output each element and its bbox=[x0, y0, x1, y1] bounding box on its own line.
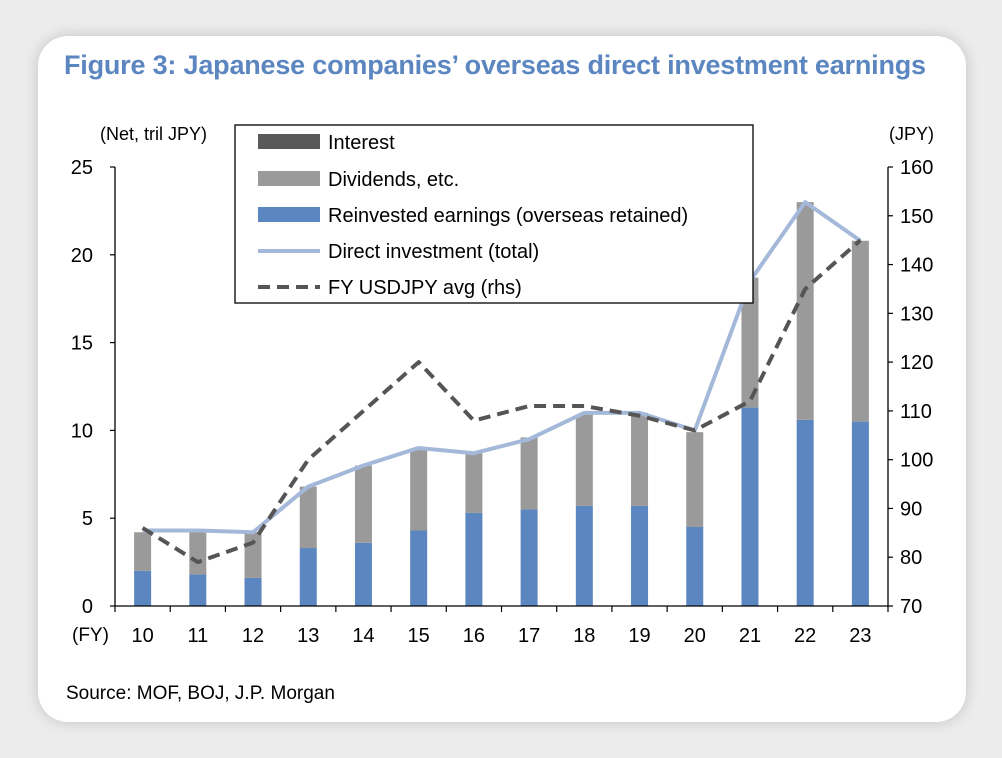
left-tick-label-20: 20 bbox=[71, 245, 93, 267]
bar-dividends-15 bbox=[410, 449, 428, 531]
bar-dividends-14 bbox=[354, 465, 372, 543]
left-tick-label-5: 5 bbox=[82, 508, 93, 530]
x-tick-label-21: 21 bbox=[739, 625, 761, 647]
bar-dividends-19 bbox=[631, 412, 649, 506]
bars-layer bbox=[134, 202, 869, 606]
left-tick-label-10: 10 bbox=[71, 420, 93, 442]
source-note: Source: MOF, BOJ, J.P. Morgan bbox=[66, 683, 335, 704]
right-tick-label-150: 150 bbox=[900, 206, 933, 228]
legend: Interest Dividends, etc. Reinvested earn… bbox=[234, 124, 754, 304]
right-tick-label-130: 130 bbox=[900, 303, 933, 325]
right-tick-label-160: 160 bbox=[900, 157, 933, 179]
left-tick-label-0: 0 bbox=[82, 596, 93, 618]
lines-layer bbox=[141, 200, 862, 565]
left-tick-label-15: 15 bbox=[71, 333, 93, 355]
legend-swatch-reinvested bbox=[258, 207, 320, 222]
x-tick-label-17: 17 bbox=[518, 625, 540, 647]
bar-reinvested-11 bbox=[189, 574, 207, 606]
bar-reinvested-22 bbox=[796, 419, 814, 606]
right-tick-label-80: 80 bbox=[900, 547, 922, 569]
right-tick-label-120: 120 bbox=[900, 352, 933, 374]
x-tick-label-15: 15 bbox=[408, 625, 430, 647]
legend-label-usdjpy: FY USDJPY avg (rhs) bbox=[328, 277, 522, 299]
right-axis-label: (JPY) bbox=[889, 124, 934, 144]
x-tick-label-12: 12 bbox=[242, 625, 264, 647]
legend-label-dividends: Dividends, etc. bbox=[328, 169, 459, 191]
left-tick-label-25: 25 bbox=[71, 157, 93, 179]
bar-reinvested-17 bbox=[520, 509, 538, 606]
x-tick-label-13: 13 bbox=[297, 625, 319, 647]
x-tick-label-23: 23 bbox=[849, 625, 871, 647]
bar-dividends-23 bbox=[851, 240, 869, 422]
right-tick-label-90: 90 bbox=[900, 498, 922, 520]
right-tick-label-100: 100 bbox=[900, 450, 933, 472]
right-tick-label-70: 70 bbox=[900, 596, 922, 618]
bar-reinvested-14 bbox=[354, 542, 372, 606]
bar-dividends-10 bbox=[134, 532, 152, 571]
left-axis-label: (Net, tril JPY) bbox=[100, 124, 207, 144]
ticks-layer: 0 5 10 15 20 25 70 80 90 100 110 120 130 140 150 160 10 1… bbox=[71, 157, 934, 647]
x-tick-label-10: 10 bbox=[131, 625, 153, 647]
bar-reinvested-12 bbox=[244, 577, 262, 606]
bar-reinvested-10 bbox=[134, 570, 152, 606]
x-tick-label-20: 20 bbox=[684, 625, 706, 647]
bar-dividends-17 bbox=[520, 437, 538, 510]
bar-reinvested-20 bbox=[686, 526, 704, 606]
bar-dividends-18 bbox=[575, 414, 593, 506]
x-axis-prefix: (FY) bbox=[72, 625, 109, 646]
bar-reinvested-21 bbox=[741, 407, 759, 606]
bar-reinvested-16 bbox=[465, 512, 483, 606]
bar-reinvested-13 bbox=[299, 548, 317, 606]
bar-dividends-21 bbox=[741, 277, 759, 408]
legend-swatch-dividends bbox=[258, 171, 320, 186]
legend-box bbox=[234, 124, 754, 304]
line-direct-investment bbox=[142, 200, 862, 535]
right-tick-label-110: 110 bbox=[900, 401, 932, 423]
bar-dividends-12 bbox=[244, 532, 262, 578]
x-tick-label-22: 22 bbox=[794, 625, 816, 647]
x-tick-label-18: 18 bbox=[573, 625, 595, 647]
bar-dividends-11 bbox=[189, 532, 207, 575]
legend-label-direct: Direct investment (total) bbox=[328, 241, 539, 263]
bar-dividends-22 bbox=[796, 202, 814, 420]
legend-swatch-interest bbox=[258, 134, 320, 149]
bar-reinvested-23 bbox=[851, 421, 869, 606]
legend-label-interest: Interest bbox=[328, 132, 395, 154]
bar-dividends-13 bbox=[299, 486, 317, 549]
bar-dividends-20 bbox=[686, 432, 704, 527]
x-tick-label-11: 11 bbox=[187, 625, 208, 647]
x-tick-label-19: 19 bbox=[628, 625, 650, 647]
bar-reinvested-15 bbox=[410, 530, 428, 606]
legend-label-reinvested: Reinvested earnings (overseas retained) bbox=[328, 205, 688, 227]
chart-title: Figure 3: Japanese companies’ overseas d… bbox=[64, 50, 926, 80]
x-tick-label-14: 14 bbox=[352, 625, 374, 647]
bar-reinvested-19 bbox=[631, 505, 649, 606]
bar-reinvested-18 bbox=[575, 505, 593, 606]
line-usdjpy bbox=[141, 238, 862, 565]
bar-dividends-16 bbox=[465, 453, 483, 513]
right-tick-label-140: 140 bbox=[900, 255, 933, 277]
x-tick-label-16: 16 bbox=[463, 625, 485, 647]
